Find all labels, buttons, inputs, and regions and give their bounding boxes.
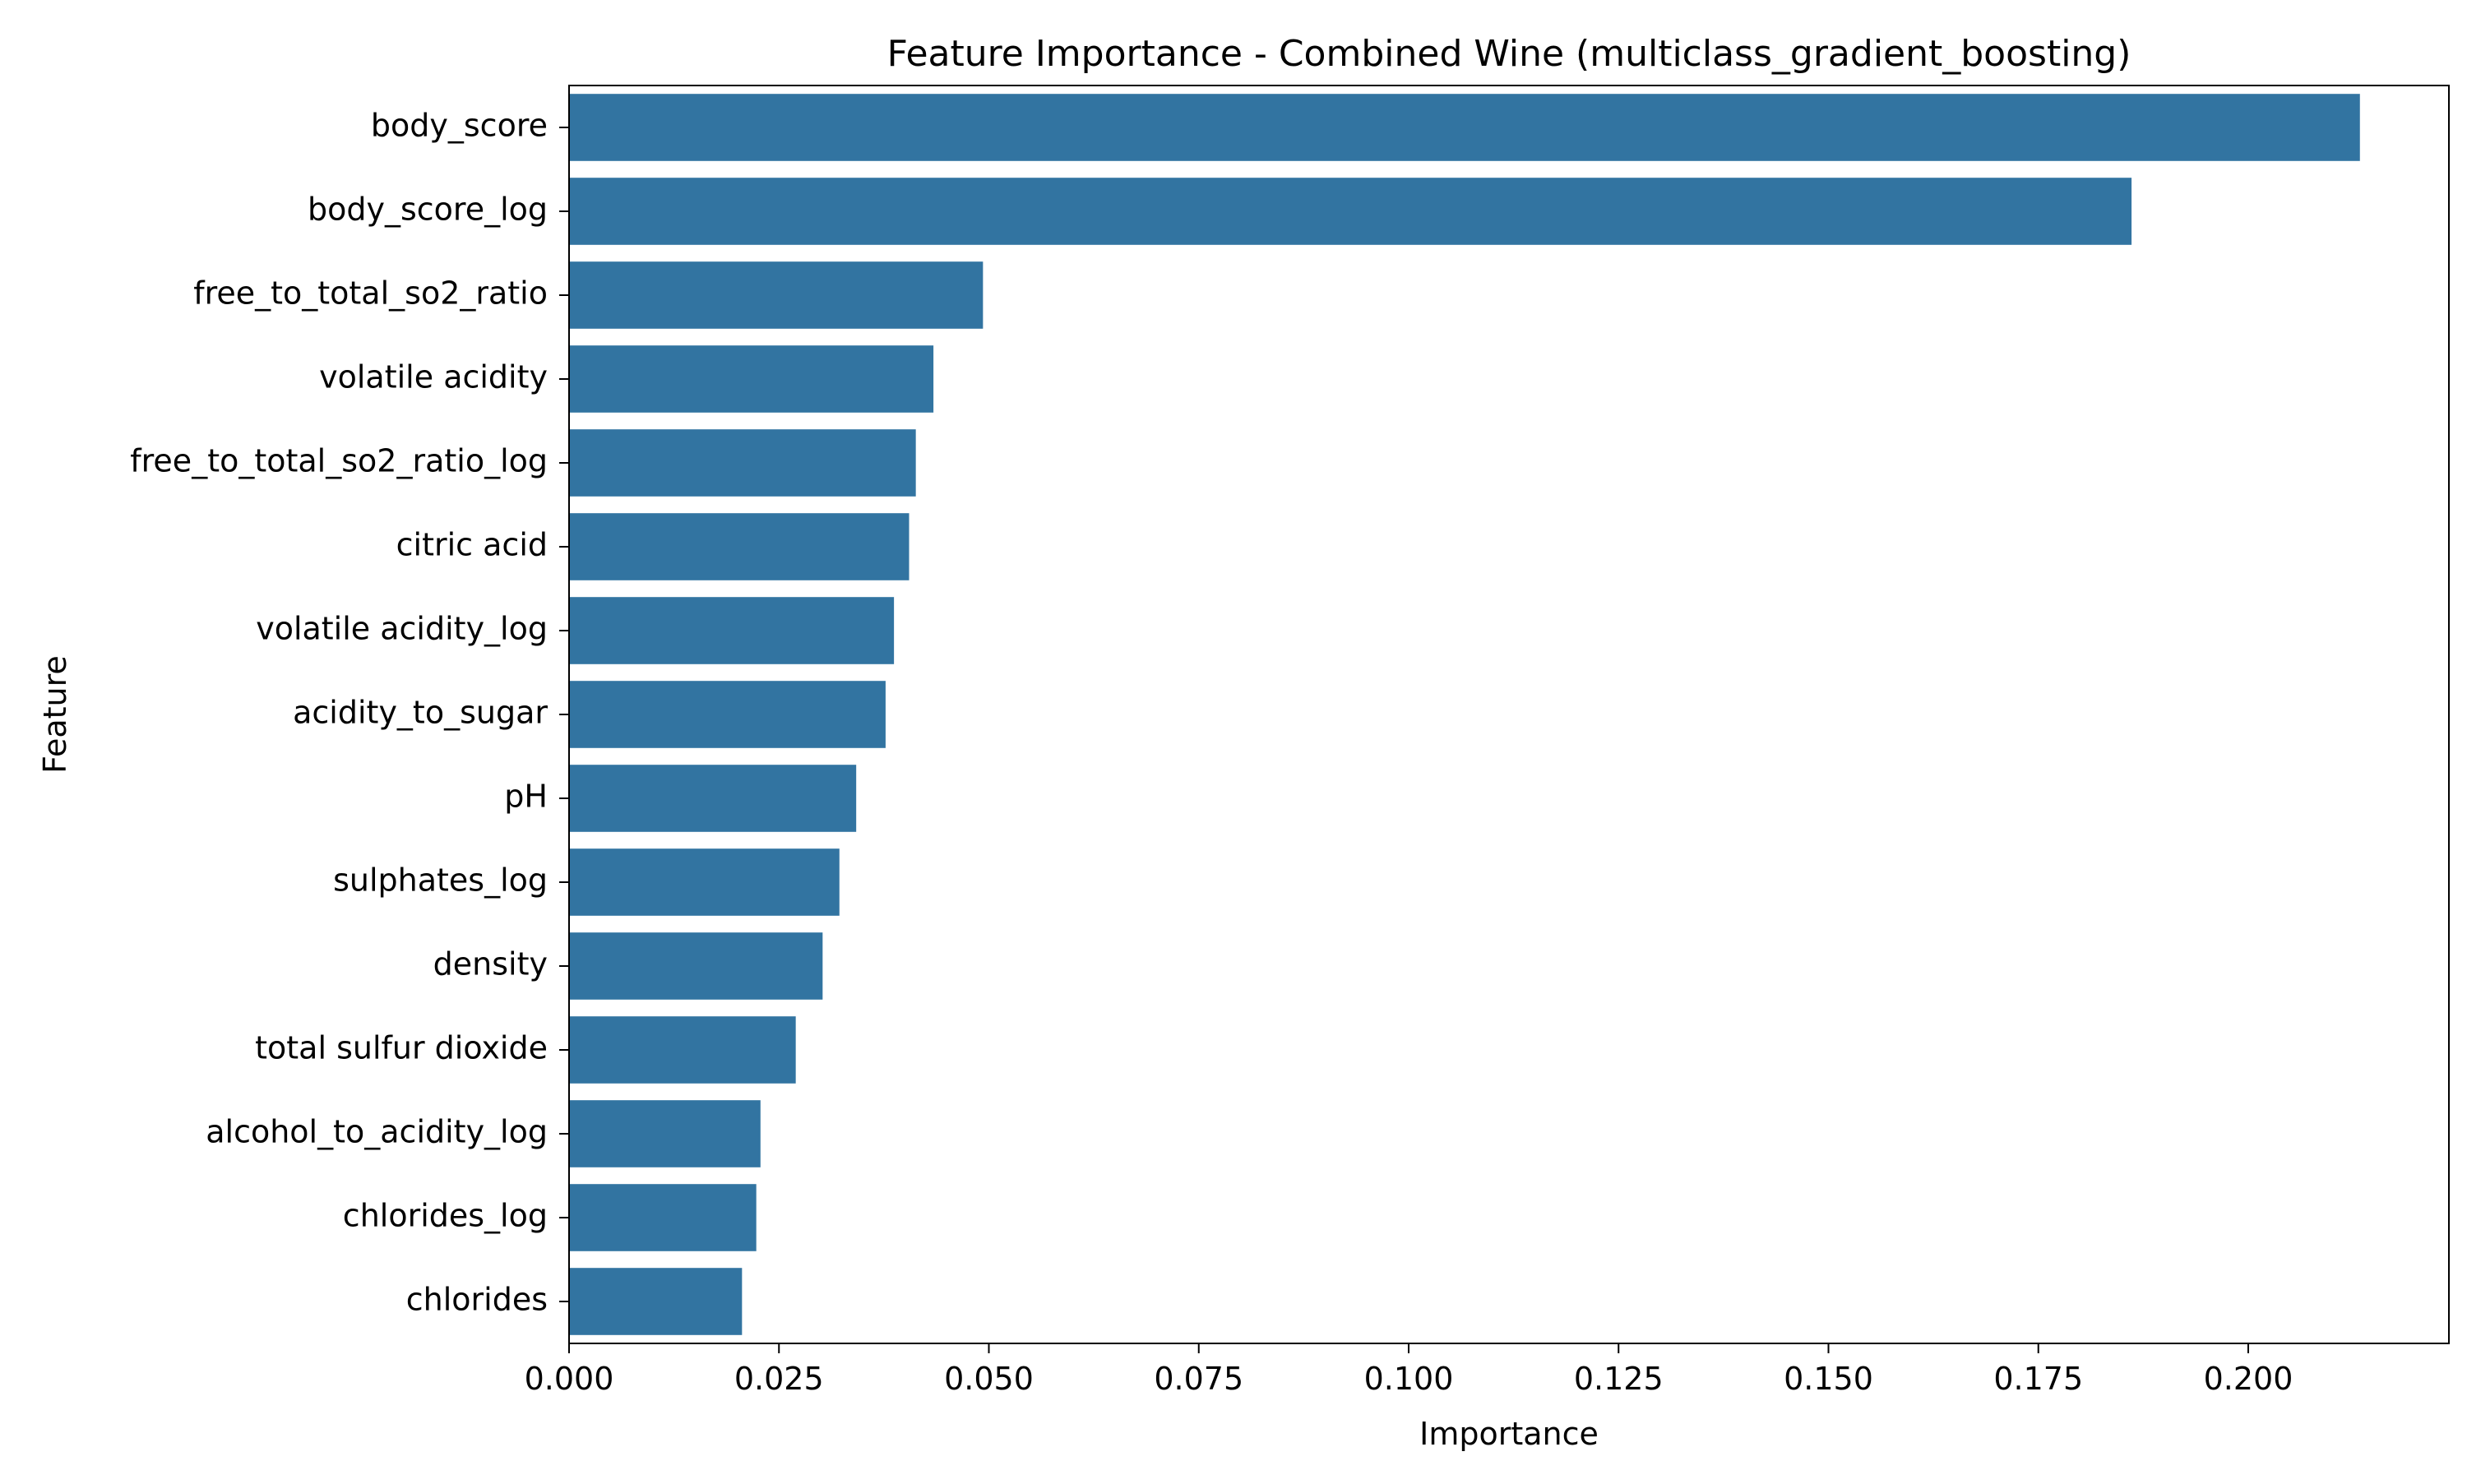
y-tick-label: chlorides [406,1282,548,1318]
x-tick-labels: 0.000 0.025 0.050 0.075 0.100 0.125 0.150 0.175… [525,1343,2293,1397]
y-axis-label: Feature [37,655,73,774]
plot-frame [568,85,2450,1344]
chart-title: Feature Importance - Combined Wine (mult… [887,33,2131,75]
x-tick-label: 0.100 [1364,1361,1454,1397]
y-tick-label: body_score [371,108,548,144]
bar [569,513,910,580]
x-tick-label: 0.175 [1993,1361,2083,1397]
bar [569,765,857,832]
bars-layer [569,94,2360,1335]
x-tick-label: 0.050 [944,1361,1034,1397]
bar [569,1100,761,1167]
bar [569,94,2360,161]
bar [569,1184,757,1251]
y-tick-label: acidity_to_sugar [293,695,548,731]
x-tick-label: 0.000 [525,1361,614,1397]
y-tick-label: sulphates_log [333,862,548,899]
y-tick-label: alcohol_to_acidity_log [206,1114,548,1150]
y-tick-label: citric acid [396,527,548,563]
bar [569,681,886,748]
bar [569,345,934,413]
y-tick-label: chlorides_log [343,1198,548,1234]
bar [569,597,895,664]
x-tick-label: 0.075 [1154,1361,1243,1397]
y-tick-label: density [433,946,548,982]
y-tick-label: body_score_log [308,192,548,228]
x-tick-label: 0.125 [1574,1361,1664,1397]
x-tick-label: 0.025 [734,1361,824,1397]
bar [569,1016,796,1084]
y-tick-label: volatile acidity [319,359,548,395]
bar [569,1268,743,1335]
y-tick-label: pH [504,779,548,815]
x-tick-label: 0.150 [1784,1361,1873,1397]
y-tick-label: total sulfur dioxide [255,1030,548,1066]
bar [569,429,916,497]
y-tick-labels: body_score body_score_log free_to_total_so… [130,108,569,1318]
bar [569,261,984,329]
x-axis-label: Importance [1419,1416,1599,1452]
y-tick-label: free_to_total_so2_ratio [193,275,548,312]
bar [569,848,840,916]
x-tick-label: 0.200 [2204,1361,2293,1397]
y-tick-label: volatile acidity_log [256,611,548,647]
bar [569,932,823,1000]
y-tick-label: free_to_total_so2_ratio_log [130,443,548,479]
bar [569,178,2132,245]
